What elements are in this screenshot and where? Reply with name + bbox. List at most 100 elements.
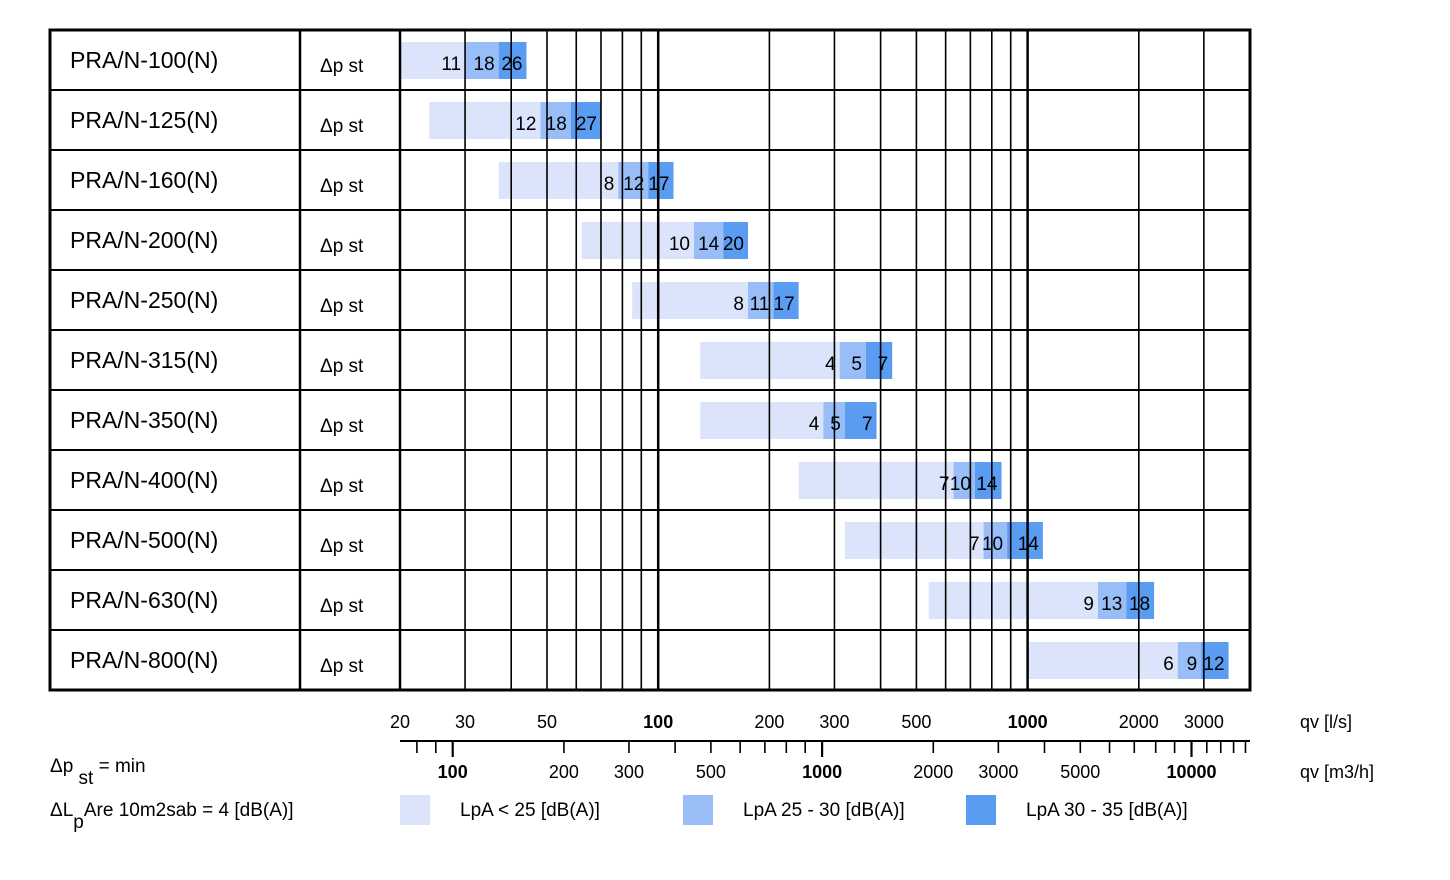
x-tick-label-m3h: 3000 <box>978 762 1018 782</box>
bar-mid <box>983 522 1008 559</box>
bar-value-label: 20 <box>723 234 744 255</box>
bar-high <box>1007 522 1043 559</box>
bar-value-label: 27 <box>576 114 597 135</box>
bar-value-label: 12 <box>1203 654 1224 675</box>
row-label: PRA/N-100(N) <box>70 47 218 73</box>
row-label: PRA/N-350(N) <box>70 407 218 433</box>
bar-value-label: 4 <box>825 354 836 375</box>
bar-value-label: 4 <box>809 414 820 435</box>
bar-value-label: 9 <box>1187 654 1198 675</box>
bar-low <box>632 282 748 319</box>
row-dp-label: Δp st <box>320 476 364 497</box>
x-tick-label-ls: 2000 <box>1119 712 1159 732</box>
row-label: PRA/N-500(N) <box>70 527 218 553</box>
x-tick-label-ls: 300 <box>819 712 849 732</box>
bar-low <box>700 402 824 439</box>
x-tick-label-m3h: 5000 <box>1060 762 1100 782</box>
row-dp-label: Δp st <box>320 536 364 557</box>
row-dp-label: Δp st <box>320 596 364 617</box>
bar-low <box>1027 642 1178 679</box>
bar-mid <box>465 42 499 79</box>
bar-low <box>844 522 984 559</box>
bar-value-label: 7 <box>969 534 980 555</box>
bar-high <box>498 42 527 79</box>
row-dp-label: Δp st <box>320 416 364 437</box>
x-tick-label-m3h: 300 <box>614 762 644 782</box>
row-dp-label: Δp st <box>320 236 364 257</box>
bar-low <box>798 462 954 499</box>
bar-mid <box>540 102 571 139</box>
x-axis-unit-m3h: qv [m3/h] <box>1300 762 1374 782</box>
bar-high <box>844 402 877 439</box>
bar-value-label: 10 <box>669 234 690 255</box>
bar-high <box>723 222 748 259</box>
row-label: PRA/N-630(N) <box>70 587 218 613</box>
row-label: PRA/N-800(N) <box>70 647 218 673</box>
bar-low <box>498 162 619 199</box>
x-axis-unit-ls: qv [l/s] <box>1300 712 1352 732</box>
bar-value-label: 8 <box>604 174 615 195</box>
bar-value-label: 7 <box>939 474 950 495</box>
row-dp-label: Δp st <box>320 176 364 197</box>
row-label: PRA/N-200(N) <box>70 227 218 253</box>
bar-mid <box>618 162 649 199</box>
bar-value-label: 5 <box>830 414 841 435</box>
table-border <box>48 28 1252 692</box>
bar-value-label: 14 <box>976 474 998 495</box>
bar-value-label: 12 <box>623 174 644 195</box>
bar-mid <box>1097 582 1127 619</box>
bar-mid <box>953 462 975 499</box>
bar-value-label: 7 <box>878 354 889 375</box>
bar-low <box>400 42 466 79</box>
bar-mid <box>839 342 866 379</box>
bar-high <box>1201 642 1229 679</box>
bar-high <box>773 282 799 319</box>
bar-value-label: 18 <box>474 54 495 75</box>
x-tick-label-ls: 1000 <box>1008 712 1048 732</box>
x-tick-label-m3h: 100 <box>438 762 468 782</box>
bar-value-label: 11 <box>441 54 461 75</box>
row-dp-label: Δp st <box>320 356 364 377</box>
bar-high <box>974 462 1002 499</box>
x-tick-label-m3h: 10000 <box>1166 762 1216 782</box>
bar-high <box>648 162 674 199</box>
bar-value-label: 18 <box>546 114 567 135</box>
bar-value-label: 11 <box>750 294 770 315</box>
x-tick-label-ls: 100 <box>643 712 673 732</box>
bar-value-label: 14 <box>698 234 720 255</box>
bar-value-label: 17 <box>774 294 795 315</box>
x-tick-label-m3h: 500 <box>696 762 726 782</box>
bar-value-label: 6 <box>1163 654 1174 675</box>
bar-value-label: 8 <box>733 294 744 315</box>
row-label: PRA/N-160(N) <box>70 167 218 193</box>
row-label: PRA/N-125(N) <box>70 107 218 133</box>
bar-mid <box>1177 642 1202 679</box>
bar-value-label: 13 <box>1101 594 1122 615</box>
x-tick-label-ls: 200 <box>754 712 784 732</box>
row-dp-label: Δp st <box>320 116 364 137</box>
row-label: PRA/N-400(N) <box>70 467 218 493</box>
bar-high <box>1126 582 1155 619</box>
row-label: PRA/N-315(N) <box>70 347 218 373</box>
bar-value-label: 9 <box>1083 594 1094 615</box>
x-tick-label-ls: 30 <box>455 712 475 732</box>
x-tick-label-m3h: 1000 <box>802 762 842 782</box>
row-dp-label: Δp st <box>320 296 364 317</box>
x-tick-label-ls: 500 <box>901 712 931 732</box>
bar-value-label: 5 <box>851 354 862 375</box>
x-tick-label-ls: 3000 <box>1184 712 1224 732</box>
x-tick-label-ls: 50 <box>537 712 557 732</box>
bar-value-label: 12 <box>515 114 536 135</box>
x-tick-label-m3h: 2000 <box>913 762 953 782</box>
bar-value-label: 7 <box>862 414 873 435</box>
bar-low <box>928 582 1098 619</box>
bar-low <box>429 102 541 139</box>
row-label: PRA/N-250(N) <box>70 287 218 313</box>
bar-high <box>865 342 893 379</box>
row-dp-label: Δp st <box>320 56 364 77</box>
bar-mid <box>693 222 724 259</box>
row-dp-label: Δp st <box>320 656 364 677</box>
x-tick-label-m3h: 200 <box>549 762 579 782</box>
bar-value-label: 10 <box>950 474 971 495</box>
